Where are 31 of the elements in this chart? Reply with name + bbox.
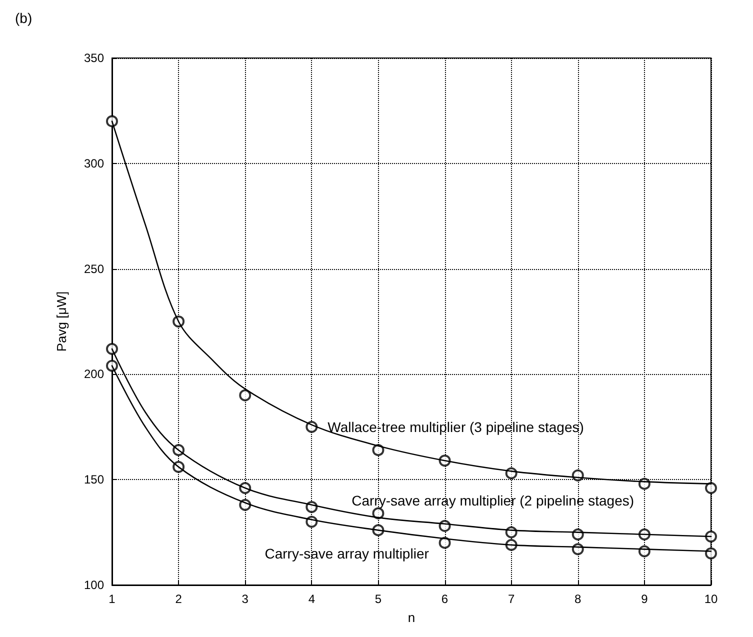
y-tick-label: 300 xyxy=(84,156,104,170)
x-tick-label: 3 xyxy=(242,592,249,606)
annotation: Carry-save array multiplier xyxy=(264,545,430,562)
x-tick-label: 9 xyxy=(641,592,648,606)
x-tick-label: 4 xyxy=(308,592,316,606)
point xyxy=(239,389,252,402)
y-tick-label: 150 xyxy=(84,472,104,487)
x-tick-label: 5 xyxy=(374,592,382,606)
x-tick-label: 10 xyxy=(704,592,718,606)
x-tick-label: 7 xyxy=(508,592,515,606)
y-axis-title: Pavg [μW] xyxy=(54,291,69,352)
point xyxy=(106,115,118,128)
point xyxy=(705,482,717,494)
point xyxy=(438,536,451,549)
point xyxy=(106,342,118,355)
annotation: Carry-save array multiplier (2 pipeline stages) xyxy=(352,492,634,509)
x-axis-title: n xyxy=(408,610,416,625)
point xyxy=(372,444,384,456)
point xyxy=(106,360,118,372)
y-tick-label: 100 xyxy=(84,578,104,592)
x-tick-label: 2 xyxy=(175,592,182,606)
y-tick-label: 350 xyxy=(84,51,104,65)
y-tick-label: 250 xyxy=(84,262,104,276)
annotation: Wallace-tree multiplier (3 pipeline stages) xyxy=(328,418,584,435)
x-tick-label: 8 xyxy=(574,592,582,606)
point xyxy=(705,530,717,543)
point xyxy=(705,547,717,560)
y-tick-label: 200 xyxy=(84,367,104,382)
x-tick-label: 1 xyxy=(108,592,116,606)
chart-title: (b) xyxy=(15,10,32,26)
x-tick-label: 6 xyxy=(441,592,448,606)
